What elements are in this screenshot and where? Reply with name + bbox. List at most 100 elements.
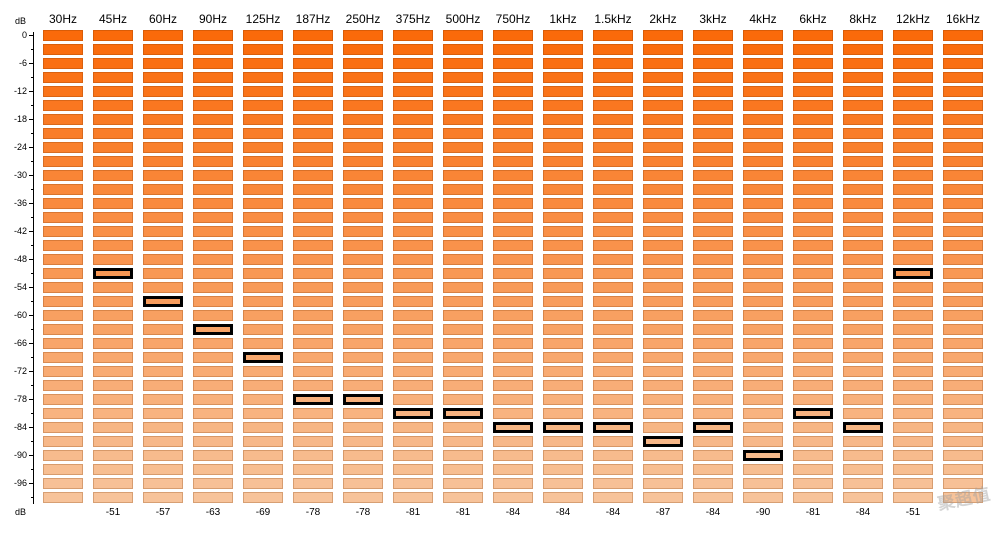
level-segment bbox=[93, 450, 133, 461]
level-segment bbox=[143, 338, 183, 349]
level-segment bbox=[293, 492, 333, 503]
level-segment bbox=[393, 254, 433, 265]
level-segment bbox=[443, 464, 483, 475]
level-segment bbox=[693, 72, 733, 83]
level-segment bbox=[943, 268, 983, 279]
level-segment bbox=[243, 310, 283, 321]
level-segment bbox=[743, 30, 783, 41]
level-segment bbox=[143, 142, 183, 153]
level-segment bbox=[143, 408, 183, 419]
band-frequency-label: 12kHz bbox=[895, 12, 930, 26]
band-frequency-label: 4kHz bbox=[749, 12, 777, 26]
level-segment bbox=[543, 198, 583, 209]
level-segment bbox=[443, 170, 483, 181]
level-segment bbox=[893, 380, 933, 391]
level-segment bbox=[143, 44, 183, 55]
level-segment bbox=[793, 44, 833, 55]
level-segment bbox=[443, 394, 483, 405]
level-segment bbox=[293, 450, 333, 461]
y-axis-line bbox=[33, 32, 34, 504]
level-segment bbox=[343, 212, 383, 223]
level-segment bbox=[843, 170, 883, 181]
level-segment bbox=[643, 198, 683, 209]
level-segment bbox=[443, 198, 483, 209]
band-peak-value: -63 bbox=[205, 507, 221, 518]
level-segment bbox=[93, 366, 133, 377]
level-segment bbox=[693, 128, 733, 139]
level-segment bbox=[693, 338, 733, 349]
level-segment bbox=[793, 142, 833, 153]
level-segment bbox=[693, 58, 733, 69]
band-frequency-label: 3kHz bbox=[699, 12, 727, 26]
level-segment bbox=[943, 352, 983, 363]
level-segment bbox=[293, 128, 333, 139]
level-segment bbox=[143, 352, 183, 363]
level-segment bbox=[643, 296, 683, 307]
level-segment bbox=[343, 422, 383, 433]
level-segment bbox=[343, 492, 383, 503]
level-segment bbox=[893, 422, 933, 433]
y-tick-mark bbox=[31, 469, 33, 470]
band-frequency-label: 45Hz bbox=[98, 12, 127, 26]
level-segment bbox=[443, 492, 483, 503]
level-segment bbox=[443, 114, 483, 125]
level-segment bbox=[143, 324, 183, 335]
level-segment bbox=[543, 72, 583, 83]
level-segment bbox=[643, 156, 683, 167]
level-segment bbox=[893, 198, 933, 209]
level-segment bbox=[493, 254, 533, 265]
level-segment bbox=[443, 142, 483, 153]
level-segment bbox=[293, 142, 333, 153]
level-segment bbox=[93, 464, 133, 475]
level-segment bbox=[193, 100, 233, 111]
y-tick-mark bbox=[29, 315, 33, 316]
level-segment bbox=[943, 128, 983, 139]
level-segment bbox=[793, 226, 833, 237]
level-segment bbox=[843, 436, 883, 447]
y-tick-mark bbox=[31, 133, 33, 134]
level-segment bbox=[843, 156, 883, 167]
level-segment bbox=[543, 282, 583, 293]
peak-marker bbox=[743, 450, 783, 461]
level-segment bbox=[543, 30, 583, 41]
level-segment bbox=[443, 478, 483, 489]
level-segment bbox=[293, 212, 333, 223]
level-segment bbox=[593, 380, 633, 391]
band-frequency-label: 6kHz bbox=[799, 12, 827, 26]
level-segment bbox=[193, 380, 233, 391]
level-segment bbox=[143, 282, 183, 293]
y-tick-mark bbox=[31, 441, 33, 442]
level-segment bbox=[93, 492, 133, 503]
level-segment bbox=[893, 184, 933, 195]
level-segment bbox=[393, 478, 433, 489]
level-segment bbox=[443, 450, 483, 461]
level-segment bbox=[593, 408, 633, 419]
level-segment bbox=[643, 352, 683, 363]
level-segment bbox=[543, 156, 583, 167]
level-segment bbox=[543, 142, 583, 153]
level-segment bbox=[143, 184, 183, 195]
level-segment bbox=[743, 464, 783, 475]
level-segment bbox=[843, 254, 883, 265]
level-segment bbox=[443, 352, 483, 363]
level-segment bbox=[193, 478, 233, 489]
level-segment bbox=[343, 128, 383, 139]
level-segment bbox=[143, 464, 183, 475]
level-segment bbox=[93, 86, 133, 97]
level-segment bbox=[843, 44, 883, 55]
level-segment bbox=[793, 464, 833, 475]
level-segment bbox=[743, 380, 783, 391]
level-segment bbox=[93, 254, 133, 265]
level-segment bbox=[793, 184, 833, 195]
level-segment bbox=[643, 100, 683, 111]
level-segment bbox=[643, 408, 683, 419]
level-segment bbox=[443, 184, 483, 195]
y-tick-mark bbox=[29, 259, 33, 260]
level-segment bbox=[693, 380, 733, 391]
level-segment bbox=[593, 142, 633, 153]
level-segment bbox=[193, 184, 233, 195]
y-tick-mark bbox=[29, 399, 33, 400]
level-segment bbox=[343, 310, 383, 321]
level-segment bbox=[393, 296, 433, 307]
level-segment bbox=[693, 296, 733, 307]
